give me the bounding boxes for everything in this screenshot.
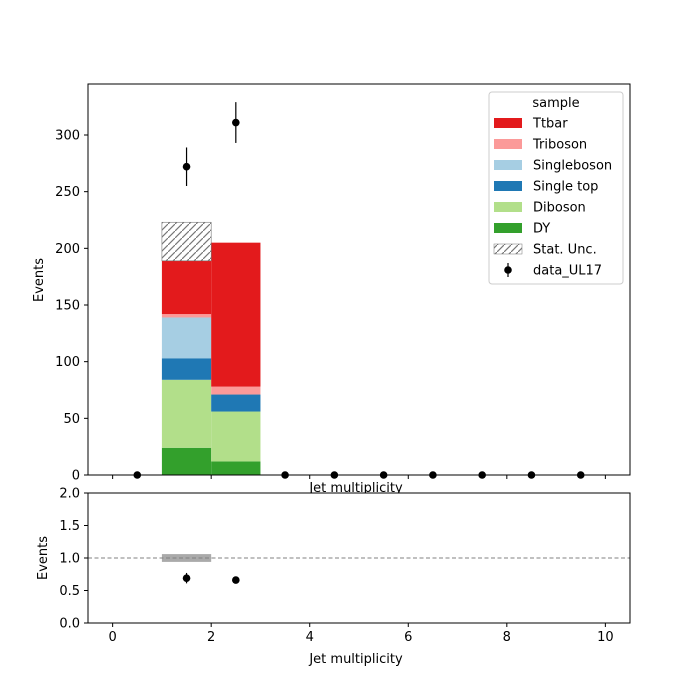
legend-swatch-dy (494, 223, 522, 233)
x-tick-label: 0 (108, 630, 116, 645)
y-tick-label: 0.5 (59, 584, 80, 599)
legend-swatch-singleboson (494, 160, 522, 170)
legend-label: data_UL17 (533, 264, 602, 279)
stacked-bars (161, 242, 261, 475)
y-tick-label: 50 (63, 412, 80, 427)
legend-swatch-triboson (494, 139, 522, 149)
ratio-x-axis-label: Jet multiplicity (308, 652, 403, 667)
bar-single-top-bin-2 (211, 394, 261, 412)
legend-label: DY (533, 222, 550, 237)
bar-triboson-bin-1 (161, 314, 212, 318)
bar-diboson-bin-1 (161, 379, 212, 448)
y-tick-label: 2.0 (59, 487, 80, 502)
ratio-panel: 0 2 4 6 8 10 0.0 0.5 1.0 1.5 2.0 Jet multiplicity… (36, 487, 631, 667)
y-tick-label: 150 (55, 299, 80, 314)
main-plot-frame (87, 83, 631, 476)
x-tick-label: 10 (597, 630, 614, 645)
legend-frame (488, 91, 624, 285)
ratio-points (182, 572, 240, 584)
legend-label: Triboson (532, 138, 587, 153)
bar-dy-bin-1 (161, 447, 212, 475)
x-tick-label: 6 (404, 630, 412, 645)
stat-unc-hatch (161, 221, 212, 262)
bar-diboson-bin-2 (211, 411, 261, 462)
legend-marker-data (504, 266, 512, 274)
legend-label: Diboson (533, 201, 586, 216)
ratio-y-ticks: 0.0 0.5 1.0 1.5 2.0 (59, 487, 88, 632)
main-x-axis-label: Jet multiplicity (308, 481, 403, 496)
legend-swatch-ttbar (494, 118, 522, 128)
legend-label: Single top (533, 180, 598, 195)
main-x-ticks (112, 475, 606, 479)
bar-ttbar-bin-1 (161, 260, 212, 315)
ratio-point (232, 576, 240, 584)
y-tick-label: 0.0 (59, 617, 80, 632)
legend: sample Ttbar Triboson Singleboson Single to… (488, 91, 624, 285)
ratio-y-axis-label: Events (36, 536, 51, 580)
main-panel: 0 50 100 150 200 250 300 Jet multiplicity Even… (32, 83, 631, 496)
y-tick-label: 1.5 (59, 519, 80, 534)
legend-swatch-single-top (494, 181, 522, 191)
legend-label: Singleboson (533, 159, 612, 174)
stat-unc-bin-1 (161, 221, 212, 262)
main-y-ticks: 0 50 100 150 200 250 300 (55, 129, 88, 484)
data-point (182, 162, 191, 171)
data-point (232, 118, 240, 127)
legend-swatch-stat-unc (493, 243, 523, 255)
bar-ttbar-bin-2 (211, 242, 261, 387)
y-tick-label: 300 (55, 129, 80, 144)
bar-triboson-bin-2 (211, 386, 261, 395)
x-tick-label: 8 (503, 630, 511, 645)
y-tick-label: 100 (55, 355, 80, 370)
legend-label: Ttbar (532, 117, 568, 132)
main-y-axis-label: Events (32, 258, 47, 302)
x-tick-label: 2 (207, 630, 215, 645)
ratio-point (182, 574, 191, 582)
y-tick-label: 250 (55, 185, 80, 200)
legend-label: Stat. Unc. (533, 243, 597, 258)
ratio-x-ticks: 0 2 4 6 8 10 (108, 623, 614, 645)
y-tick-label: 1.0 (59, 552, 80, 567)
x-tick-label: 4 (306, 630, 314, 645)
legend-title: sample (532, 96, 579, 111)
bar-singleboson-bin-1 (161, 317, 212, 359)
bar-dy-bin-2 (211, 461, 261, 475)
legend-swatch-diboson (494, 202, 522, 212)
y-tick-label: 0 (72, 469, 80, 484)
bar-single-top-bin-1 (161, 358, 212, 380)
y-tick-label: 200 (55, 242, 80, 257)
